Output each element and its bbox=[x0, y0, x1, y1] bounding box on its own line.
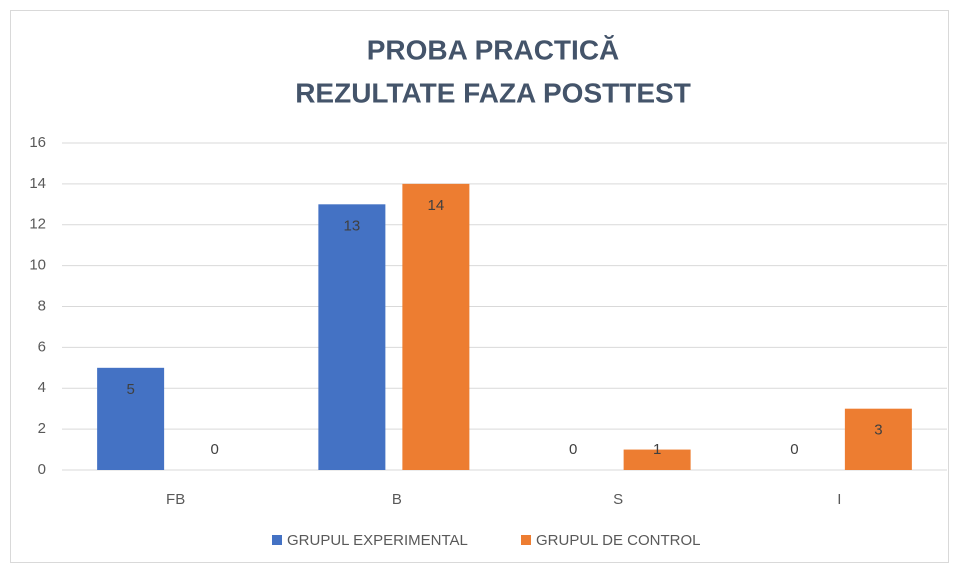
y-tick-label: 14 bbox=[29, 175, 46, 192]
x-tick-label: FB bbox=[166, 491, 185, 508]
x-tick-label: I bbox=[837, 491, 841, 508]
y-tick-label: 16 bbox=[29, 134, 46, 151]
data-label: 3 bbox=[874, 422, 882, 439]
bar bbox=[97, 367, 165, 470]
y-tick-label: 0 bbox=[38, 461, 46, 478]
x-tick-label: S bbox=[613, 491, 623, 508]
y-tick-label: 4 bbox=[38, 379, 46, 396]
chart-title: REZULTATE FAZA POSTTEST bbox=[295, 77, 691, 108]
legend-swatch bbox=[521, 535, 531, 545]
bar bbox=[318, 204, 386, 470]
data-label: 0 bbox=[569, 441, 577, 458]
chart-title: PROBA PRACTICĂ bbox=[367, 34, 620, 65]
y-tick-label: 12 bbox=[29, 216, 46, 233]
data-label: 0 bbox=[210, 441, 218, 458]
x-tick-label: B bbox=[392, 491, 402, 508]
legend-label: GRUPUL EXPERIMENTAL bbox=[287, 532, 468, 549]
bar bbox=[844, 408, 912, 470]
data-label: 0 bbox=[790, 441, 798, 458]
y-tick-label: 6 bbox=[38, 338, 46, 355]
y-tick-label: 8 bbox=[38, 297, 46, 314]
data-label: 5 bbox=[126, 381, 134, 398]
data-label: 14 bbox=[428, 197, 445, 214]
y-tick-label: 10 bbox=[29, 257, 46, 274]
legend-label: GRUPUL DE CONTROL bbox=[536, 532, 700, 549]
bar bbox=[623, 449, 691, 470]
bar bbox=[402, 183, 470, 470]
data-label: 13 bbox=[344, 217, 361, 234]
legend-swatch bbox=[272, 535, 282, 545]
y-tick-label: 2 bbox=[38, 420, 46, 437]
data-label: 1 bbox=[653, 441, 661, 458]
